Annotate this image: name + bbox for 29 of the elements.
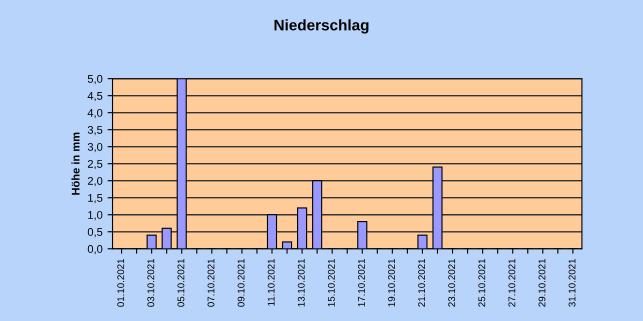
y-tick-label: 1,0 — [88, 211, 102, 220]
x-tick-label: 29.10.2021 — [538, 258, 546, 307]
x-tick-label: 19.10.2021 — [388, 258, 395, 306]
chart-title: Niederschlag — [274, 19, 368, 34]
x-tick-label: 01.10.2021 — [117, 258, 124, 307]
x-tick-label: 21.10.2021 — [418, 258, 426, 307]
x-tick-label: 07.10.2021 — [208, 258, 214, 307]
y-tick-label: 2,0 — [88, 176, 102, 186]
x-tick-label: 11.10.2021 — [268, 258, 275, 306]
y-axis-title: Höhe in mm — [71, 132, 80, 195]
x-tick-label: 31.10.2021 — [568, 258, 576, 307]
y-tick-label: 4,5 — [88, 92, 102, 102]
x-tick-label: 05.10.2021 — [177, 258, 184, 307]
y-tick-label: 0,5 — [88, 228, 102, 238]
y-tick-label: 5,0 — [88, 74, 102, 84]
x-tick-label: 15.10.2021 — [328, 258, 335, 306]
x-tick-label: 25.10.2021 — [478, 258, 486, 307]
y-tick-label: 3,0 — [88, 142, 102, 152]
y-tick-label: 2,5 — [88, 160, 102, 170]
y-tick-label: 3,5 — [88, 126, 102, 136]
y-tick-label: 4,0 — [88, 108, 102, 118]
x-tick-label: 03.10.2021 — [147, 258, 154, 307]
x-tick-label: 09.10.2021 — [238, 258, 245, 307]
y-tick-label: 1,5 — [88, 194, 102, 204]
x-tick-label: 13.10.2021 — [298, 258, 305, 306]
x-tick-label: 17.10.2021 — [358, 258, 365, 306]
x-tick-label: 27.10.2021 — [508, 258, 516, 307]
x-tick-label: 23.10.2021 — [448, 258, 456, 307]
y-tick-label: 0,0 — [88, 245, 102, 254]
